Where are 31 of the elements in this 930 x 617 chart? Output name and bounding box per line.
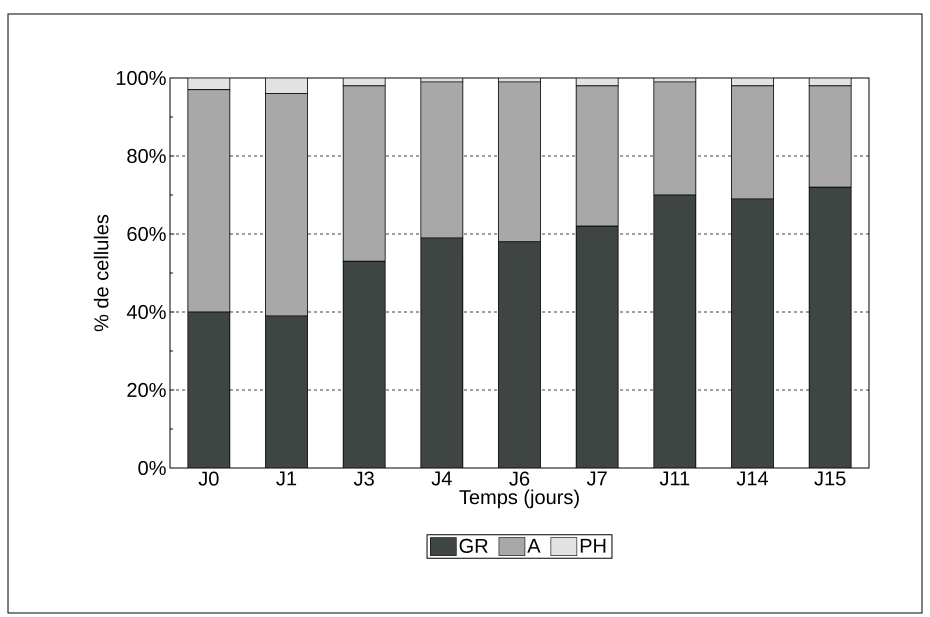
y-tick-label: 100% (116, 70, 166, 86)
bar (653, 194, 696, 468)
x-tick-label: J1 (276, 472, 296, 486)
bar (187, 78, 230, 90)
x-tick-label: J3 (354, 472, 374, 486)
x-axis-title: Temps (jours) (459, 490, 579, 508)
bar (342, 260, 386, 468)
x-tick-label: J0 (198, 472, 219, 486)
y-tick-label: 40% (126, 304, 166, 320)
bar (731, 198, 774, 468)
x-tick-label: J14 (736, 472, 768, 486)
bar (265, 78, 308, 94)
y-tick-label: 0% (138, 460, 166, 476)
bar (576, 226, 619, 468)
bar (420, 237, 464, 468)
x-tick-label: J15 (814, 472, 846, 486)
y-tick-label: 60% (127, 226, 166, 242)
legend-label: GR (460, 538, 488, 553)
y-axis-title: % de cellules (94, 214, 108, 332)
legend-label: PH (580, 538, 606, 553)
x-tick-label: J4 (432, 472, 452, 486)
y-tick-label: 80% (127, 148, 166, 164)
bar (265, 315, 308, 468)
legend-label: A (527, 538, 541, 553)
x-tick-label: J11 (660, 472, 690, 486)
x-tick-label: J6 (509, 472, 530, 486)
y-tick-label: 20% (127, 382, 166, 398)
bar (187, 312, 230, 468)
bar (498, 241, 541, 468)
x-tick-label: J7 (586, 472, 607, 486)
bar (808, 186, 852, 468)
